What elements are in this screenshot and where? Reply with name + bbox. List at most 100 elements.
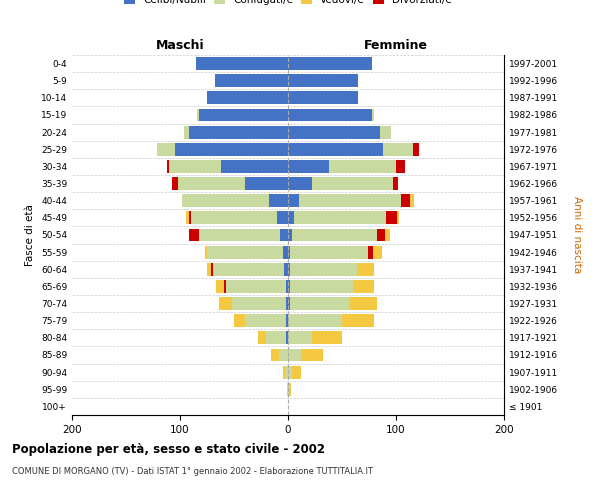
Bar bbox=[288, 228, 292, 241]
Bar bbox=[214, 263, 284, 276]
Bar bbox=[288, 57, 372, 70]
Bar bbox=[226, 280, 286, 293]
Bar bbox=[383, 143, 413, 156]
Bar bbox=[284, 263, 288, 276]
Bar bbox=[211, 263, 214, 276]
Bar bbox=[288, 143, 383, 156]
Bar bbox=[288, 297, 290, 310]
Bar bbox=[219, 297, 232, 310]
Bar bbox=[283, 366, 285, 378]
Bar bbox=[290, 263, 357, 276]
Bar bbox=[197, 108, 199, 122]
Bar bbox=[312, 332, 342, 344]
Bar bbox=[385, 228, 389, 241]
Bar bbox=[368, 246, 373, 258]
Bar bbox=[245, 314, 286, 327]
Bar bbox=[292, 228, 377, 241]
Bar bbox=[199, 108, 288, 122]
Text: Femmine: Femmine bbox=[364, 38, 428, 52]
Legend: Celibi/Nubili, Coniugati/e, Vedovi/e, Divorziati/e: Celibi/Nubili, Coniugati/e, Vedovi/e, Di… bbox=[124, 0, 452, 6]
Bar bbox=[288, 194, 299, 207]
Bar bbox=[283, 246, 288, 258]
Bar bbox=[288, 332, 312, 344]
Bar bbox=[169, 160, 221, 173]
Bar bbox=[277, 212, 288, 224]
Bar bbox=[199, 228, 280, 241]
Bar bbox=[288, 280, 290, 293]
Bar bbox=[295, 212, 386, 224]
Bar bbox=[290, 280, 353, 293]
Bar bbox=[380, 126, 391, 138]
Bar bbox=[288, 348, 301, 362]
Bar bbox=[350, 297, 377, 310]
Bar bbox=[207, 92, 288, 104]
Text: Popolazione per età, sesso e stato civile - 2002: Popolazione per età, sesso e stato civil… bbox=[12, 442, 325, 456]
Bar bbox=[167, 160, 169, 173]
Bar bbox=[280, 348, 288, 362]
Bar bbox=[221, 160, 288, 173]
Bar bbox=[280, 228, 288, 241]
Bar bbox=[401, 194, 410, 207]
Bar bbox=[288, 177, 312, 190]
Bar bbox=[288, 263, 290, 276]
Bar bbox=[288, 126, 380, 138]
Bar bbox=[396, 160, 404, 173]
Bar bbox=[299, 194, 401, 207]
Bar bbox=[286, 314, 288, 327]
Bar bbox=[342, 314, 374, 327]
Bar bbox=[288, 212, 295, 224]
Bar bbox=[290, 246, 368, 258]
Bar bbox=[234, 314, 245, 327]
Bar bbox=[386, 212, 397, 224]
Bar bbox=[266, 332, 286, 344]
Bar bbox=[393, 177, 398, 190]
Bar bbox=[207, 263, 211, 276]
Bar bbox=[215, 280, 224, 293]
Bar bbox=[188, 212, 191, 224]
Bar bbox=[377, 228, 385, 241]
Bar bbox=[292, 366, 301, 378]
Bar bbox=[353, 280, 374, 293]
Bar bbox=[191, 212, 277, 224]
Bar bbox=[205, 246, 207, 258]
Bar bbox=[269, 194, 288, 207]
Bar bbox=[372, 108, 374, 122]
Bar bbox=[329, 160, 396, 173]
Bar bbox=[301, 348, 323, 362]
Bar bbox=[224, 280, 226, 293]
Bar bbox=[373, 246, 382, 258]
Bar bbox=[287, 383, 288, 396]
Bar bbox=[312, 177, 393, 190]
Bar bbox=[397, 212, 399, 224]
Bar bbox=[187, 212, 188, 224]
Bar bbox=[288, 160, 329, 173]
Bar bbox=[286, 332, 288, 344]
Bar bbox=[245, 177, 288, 190]
Text: COMUNE DI MORGANO (TV) - Dati ISTAT 1° gennaio 2002 - Elaborazione TUTTITALIA.IT: COMUNE DI MORGANO (TV) - Dati ISTAT 1° g… bbox=[12, 468, 373, 476]
Text: Maschi: Maschi bbox=[155, 38, 205, 52]
Bar bbox=[172, 177, 178, 190]
Bar bbox=[413, 143, 419, 156]
Bar bbox=[286, 297, 288, 310]
Bar bbox=[215, 74, 288, 87]
Bar bbox=[175, 143, 288, 156]
Bar bbox=[184, 126, 188, 138]
Bar bbox=[232, 297, 286, 310]
Bar bbox=[288, 366, 292, 378]
Bar bbox=[288, 246, 290, 258]
Bar bbox=[288, 108, 372, 122]
Bar bbox=[188, 126, 288, 138]
Bar bbox=[285, 366, 288, 378]
Bar bbox=[182, 194, 269, 207]
Bar bbox=[288, 314, 342, 327]
Bar bbox=[289, 383, 291, 396]
Bar bbox=[288, 74, 358, 87]
Y-axis label: Anni di nascita: Anni di nascita bbox=[572, 196, 582, 274]
Bar bbox=[286, 280, 288, 293]
Bar bbox=[290, 297, 350, 310]
Bar bbox=[196, 57, 288, 70]
Bar bbox=[258, 332, 266, 344]
Bar bbox=[410, 194, 415, 207]
Bar bbox=[288, 92, 358, 104]
Bar bbox=[178, 177, 245, 190]
